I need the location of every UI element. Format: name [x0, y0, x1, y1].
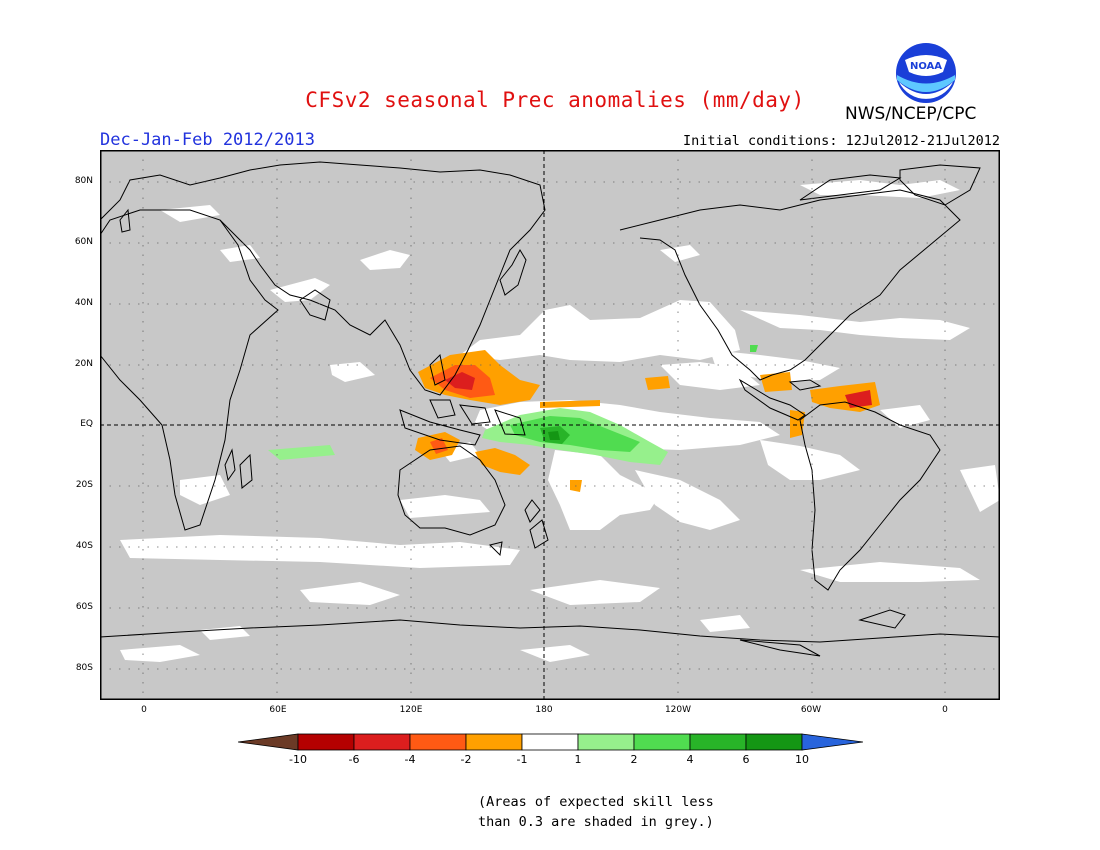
lon-label: 0 — [141, 705, 147, 715]
legend-label: 2 — [630, 753, 638, 766]
legend-label: 4 — [686, 753, 694, 766]
logo-text: NOAA — [910, 61, 942, 72]
skill-note-line: than 0.3 are shaded in grey.) — [478, 814, 714, 830]
initial-conditions-label: Initial conditions: 12Jul2012-21Jul2012 — [683, 133, 1000, 149]
legend-swatch-above-10 — [801, 733, 863, 751]
anomaly-map — [100, 150, 1000, 700]
color-legend — [238, 733, 863, 751]
legend-swatch — [465, 733, 523, 751]
legend-swatch — [297, 733, 355, 751]
legend-label: 6 — [742, 753, 750, 766]
legend-swatch — [409, 733, 467, 751]
map-title: CFSv2 seasonal Prec anomalies (mm/day) — [305, 88, 805, 112]
dry-anomalies — [415, 350, 880, 492]
lon-label: 120W — [664, 705, 692, 715]
lat-label: 20S — [75, 480, 93, 490]
lon-label: 120E — [399, 705, 423, 715]
legend-label: -6 — [348, 753, 360, 766]
equator-dateline — [100, 150, 1000, 700]
legend-swatch — [689, 733, 747, 751]
legend-label: 10 — [795, 753, 809, 766]
legend-swatch — [577, 733, 635, 751]
lat-label: 80N — [74, 176, 93, 186]
legend-label: -2 — [460, 753, 472, 766]
lon-label: 0 — [942, 705, 948, 715]
season-label: Dec-Jan-Feb 2012/2013 — [100, 130, 315, 150]
lat-label: 60S — [75, 602, 93, 612]
coastlines — [100, 161, 1000, 657]
lon-label: 60W — [800, 705, 822, 715]
agency-label: NWS/NCEP/CPC — [845, 104, 977, 124]
lat-label: 20N — [74, 359, 93, 369]
lat-label: 40N — [74, 298, 93, 308]
skill-note: (Areas of expected skill less than 0.3 a… — [478, 792, 714, 832]
legend-label: -1 — [516, 753, 528, 766]
legend-label: -4 — [404, 753, 416, 766]
lat-label: EQ — [80, 419, 93, 429]
lat-label: 60N — [74, 237, 93, 247]
lat-label: 40S — [75, 541, 93, 551]
lat-label: 80S — [75, 663, 93, 673]
legend-swatch — [521, 733, 579, 751]
legend-swatch — [745, 733, 803, 751]
legend-label: -10 — [289, 753, 307, 766]
legend-swatch — [353, 733, 411, 751]
legend-swatch-below-minus10 — [238, 733, 299, 751]
noaa-logo: NOAA — [896, 43, 956, 103]
lon-label: 180 — [535, 705, 553, 715]
legend-swatch — [633, 733, 691, 751]
skill-note-line: (Areas of expected skill less — [478, 794, 714, 810]
lon-label: 60E — [269, 705, 287, 715]
legend-label: 1 — [574, 753, 582, 766]
